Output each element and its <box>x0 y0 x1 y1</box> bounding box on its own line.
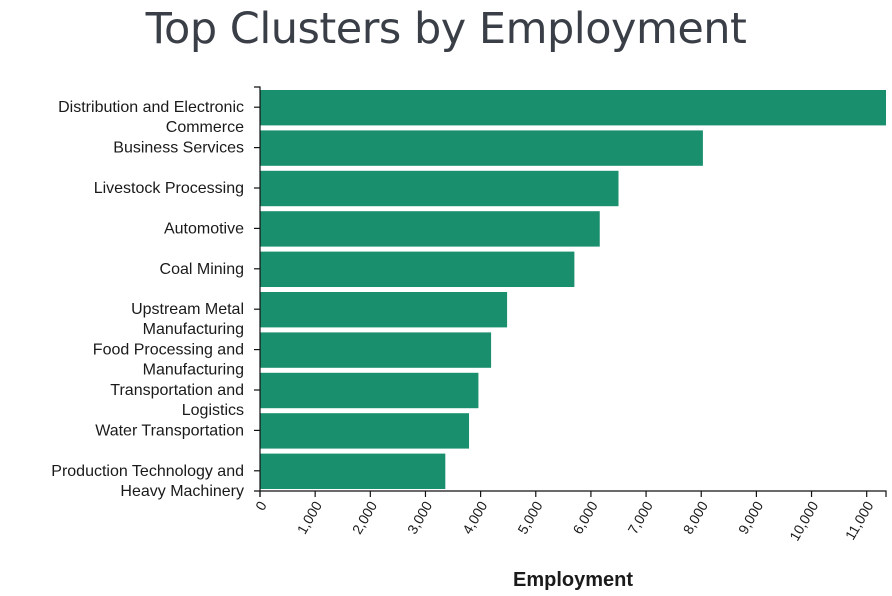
x-tick-label: 9,000 <box>735 498 766 537</box>
bar-5 <box>260 292 508 328</box>
x-tick-label: 3,000 <box>404 498 435 537</box>
bar-1 <box>260 130 703 166</box>
x-tick-label: 8,000 <box>680 498 711 537</box>
category-label: Automotive <box>164 220 244 237</box>
category-label: Manufacturing <box>143 362 244 379</box>
bar-6 <box>260 332 492 368</box>
category-label: Distribution and Electronic <box>58 99 244 116</box>
x-axis-line <box>259 490 887 497</box>
category-label: Manufacturing <box>143 321 244 338</box>
category-label: Food Processing and <box>93 342 244 359</box>
bars-group <box>260 90 886 489</box>
category-label: Commerce <box>166 119 244 136</box>
x-tick-label: 5,000 <box>514 498 545 537</box>
x-tick-label: 1,000 <box>294 498 325 537</box>
x-tick-label: 0 <box>252 498 270 513</box>
category-label: Transportation and <box>110 382 244 399</box>
bar-0 <box>260 90 886 126</box>
x-tick-label: 7,000 <box>625 498 656 537</box>
category-label: Logistics <box>182 402 244 419</box>
x-tick-label: 2,000 <box>349 498 380 537</box>
y-axis: Distribution and Electronic Commerce Busin… <box>51 86 261 500</box>
bar-4 <box>260 251 575 287</box>
bar-9 <box>260 453 446 489</box>
category-label: Water Transportation <box>95 422 244 439</box>
x-tick-label: 6,000 <box>569 498 600 537</box>
category-label: Coal Mining <box>160 261 244 278</box>
bar-3 <box>260 211 600 247</box>
bar-7 <box>260 372 479 409</box>
chart-title: Top Clusters by Employment <box>145 4 747 54</box>
y-axis-line <box>254 86 261 492</box>
category-label: Livestock Processing <box>94 180 244 197</box>
category-label: Production Technology and <box>51 463 244 480</box>
x-tick-label: 4,000 <box>459 498 490 537</box>
x-tick-label: 10,000 <box>786 498 821 543</box>
bar-2 <box>260 170 619 207</box>
bar-8 <box>260 413 470 449</box>
category-label: Heavy Machinery <box>120 483 244 500</box>
x-axis-title: Employment <box>513 569 633 591</box>
category-label: Upstream Metal <box>131 301 244 318</box>
category-label: Business Services <box>113 140 244 157</box>
x-tick-label: 11,000 <box>842 498 877 542</box>
x-axis: 0 1,000 2,000 3,000 4,000 5,000 6,000 7,000 8,00… <box>252 490 887 543</box>
